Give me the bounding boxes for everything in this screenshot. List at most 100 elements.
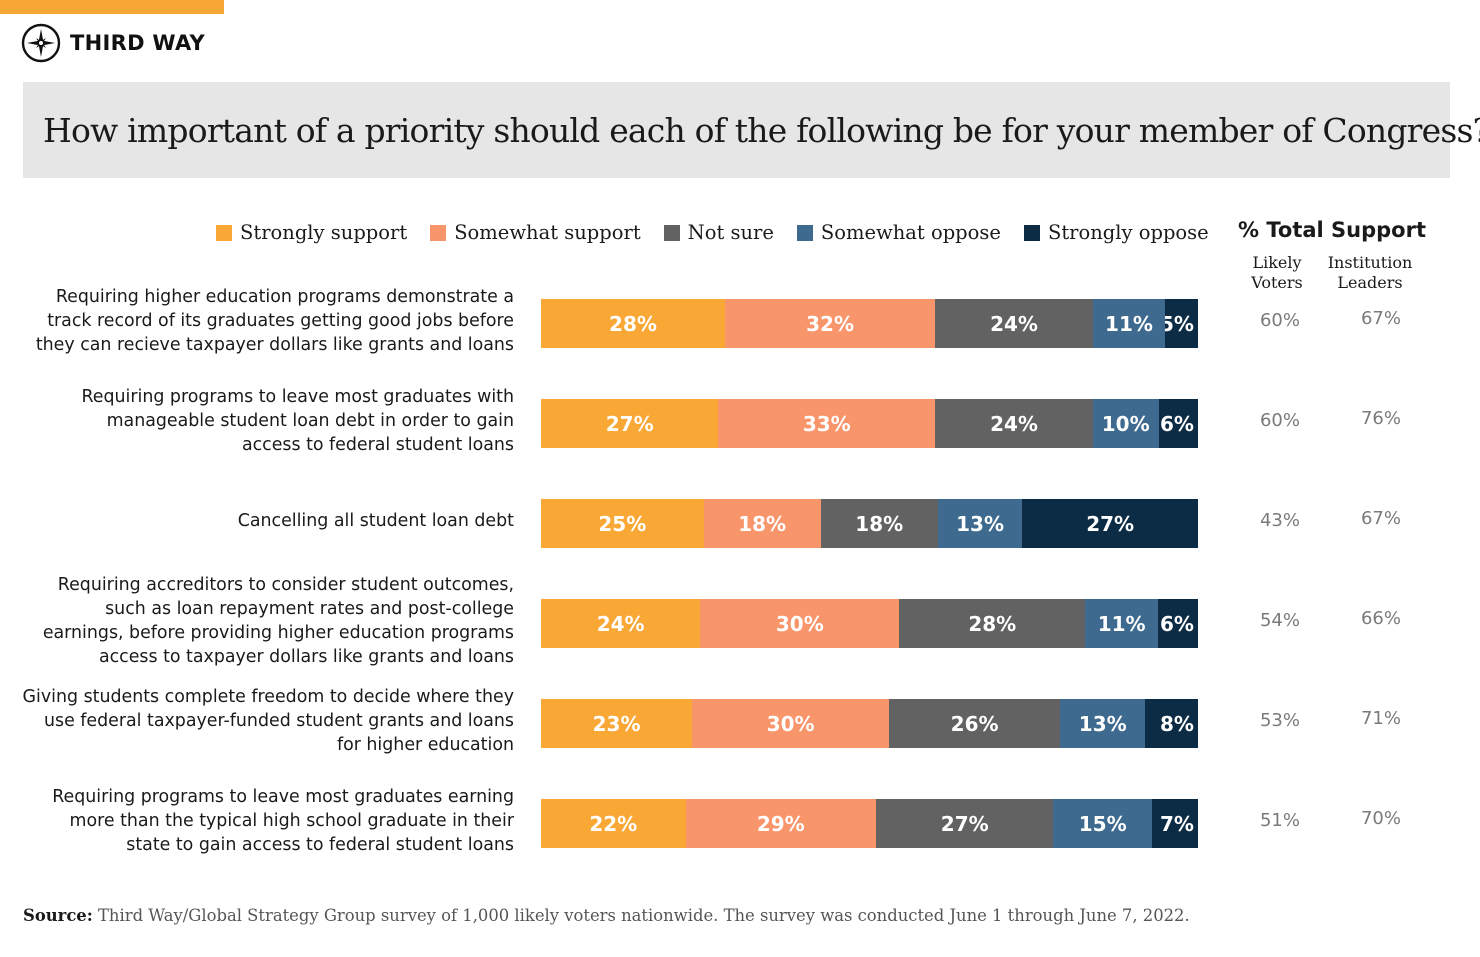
brand-name: THIRD WAY: [70, 31, 205, 55]
row-label-text: Cancelling all student loan debt: [237, 510, 514, 531]
data-label: 23%: [592, 711, 641, 736]
third-way-logo[interactable]: THIRD WAY: [21, 23, 205, 63]
data-label: 13%: [956, 511, 1004, 536]
bar-segment: 33%: [718, 399, 936, 448]
data-label: 28%: [609, 311, 657, 336]
row-label: Requiring programs to leave most graduat…: [20, 385, 514, 457]
bar-segment: 27%: [541, 399, 719, 448]
total-support-likely-voters: 60%: [1259, 409, 1300, 431]
bar-segment: 18%: [703, 499, 821, 548]
legend-item: Somewhat oppose: [796, 221, 1001, 244]
institution-leaders-column-header: Institution Leaders: [1327, 253, 1413, 292]
data-label: 32%: [806, 311, 854, 336]
source-label: Source:: [23, 906, 93, 925]
total-support-institution-leaders: 71%: [1360, 707, 1401, 729]
data-label: 27%: [940, 811, 989, 836]
brand-accent-bar: [0, 0, 224, 14]
bar-segment: 30%: [692, 699, 890, 748]
total-support-institution-leaders: 76%: [1360, 407, 1401, 429]
data-label: 25%: [598, 511, 647, 536]
row-label: Giving students complete freedom to deci…: [20, 685, 514, 757]
chart-title: How important of a priority should each …: [43, 110, 1480, 150]
bar-segment: 11%: [1085, 599, 1159, 648]
data-label: 27%: [1086, 511, 1135, 536]
bar-segment: 27%: [876, 799, 1054, 848]
data-label: 8%: [1160, 711, 1194, 736]
legend-swatch: [1023, 224, 1040, 241]
bar-segment: 24%: [935, 399, 1093, 448]
total-support-institution-leaders: 67%: [1360, 307, 1401, 329]
source-note: Source: Third Way/Global Strategy Group …: [23, 906, 1190, 925]
source-text: Third Way/Global Strategy Group survey o…: [98, 906, 1190, 925]
legend-item: Strongly support: [216, 221, 407, 244]
row-label: Requiring higher education programs demo…: [20, 285, 514, 357]
bar-segment: 5%: [1165, 299, 1198, 348]
data-label: 13%: [1078, 711, 1127, 736]
bar-segment: 32%: [724, 299, 936, 348]
row-label-text: Requiring programs to leave most graduat…: [81, 386, 514, 455]
data-label: 26%: [950, 711, 999, 736]
data-label: 18%: [855, 511, 904, 536]
data-label: 24%: [990, 411, 1038, 436]
data-label: 27%: [605, 411, 654, 436]
compass-logo-icon: [21, 23, 61, 63]
legend-label: Strongly oppose: [1047, 221, 1209, 244]
total-support-likely-voters: 51%: [1259, 809, 1300, 831]
legend-swatch: [663, 224, 680, 241]
row-label: Requiring accreditors to consider studen…: [20, 573, 514, 669]
bar-segment: 11%: [1092, 299, 1166, 348]
legend-label: Not sure: [687, 221, 774, 244]
stacked-bar: 27% 33% 24% 10% 6%: [541, 399, 1198, 448]
data-label: 7%: [1159, 811, 1194, 836]
bar-segment: 24%: [541, 599, 701, 648]
total-support-institution-leaders: 66%: [1360, 607, 1401, 629]
total-support-heading: % Total Support: [1238, 218, 1426, 242]
data-label: 30%: [775, 611, 824, 636]
stacked-bar: 24% 30% 28% 11% 6%: [541, 599, 1198, 648]
data-label: 10%: [1101, 411, 1150, 436]
data-label: 11%: [1097, 611, 1146, 636]
total-support-likely-voters: 54%: [1259, 609, 1300, 631]
data-label: 6%: [1160, 611, 1194, 636]
data-label: 22%: [589, 811, 638, 836]
stacked-bar: 23% 30% 26% 13% 8%: [541, 699, 1198, 748]
total-support-likely-voters: 53%: [1259, 709, 1300, 731]
data-label: 24%: [596, 611, 645, 636]
bar-segment: 29%: [685, 799, 877, 848]
row-label: Cancelling all student loan debt: [20, 509, 514, 533]
legend-item: Somewhat support: [430, 221, 641, 244]
row-label: Requiring programs to leave most graduat…: [20, 785, 514, 857]
data-label: 11%: [1105, 311, 1153, 336]
chart-legend: Strongly support Somewhat support Not sure…: [216, 221, 1232, 244]
legend-label: Somewhat support: [454, 221, 641, 244]
data-label: 29%: [756, 811, 805, 836]
data-label: 28%: [968, 611, 1017, 636]
bar-segment: 25%: [541, 499, 704, 548]
chart-title-banner: How important of a priority should each …: [23, 82, 1480, 178]
bar-segment: 18%: [820, 499, 938, 548]
data-label: 5%: [1165, 311, 1194, 336]
stacked-bar: 22% 29% 27% 15% 7%: [541, 799, 1198, 848]
data-label: 18%: [738, 511, 787, 536]
bar-segment: 13%: [1060, 699, 1146, 748]
row-label-text: Requiring programs to leave most graduat…: [52, 786, 514, 855]
bar-segment: 28%: [541, 299, 725, 348]
data-label: 24%: [990, 311, 1038, 336]
bar-segment: 22%: [541, 799, 686, 848]
stacked-bar: 28% 32% 24% 11% 5%: [541, 299, 1198, 348]
total-support-likely-voters: 60%: [1259, 309, 1300, 331]
bar-segment: 13%: [937, 499, 1023, 548]
likely-voters-column-header: Likely Voters: [1251, 253, 1303, 292]
data-label: 30%: [766, 711, 815, 736]
total-support-institution-leaders: 70%: [1360, 807, 1401, 829]
legend-swatch: [430, 224, 447, 241]
row-label-text: Giving students complete freedom to deci…: [22, 686, 514, 755]
bar-segment: 10%: [1092, 399, 1159, 448]
bar-segment: 26%: [889, 699, 1061, 748]
stacked-bar: 25% 18% 18% 13% 27%: [541, 499, 1198, 548]
bar-segment: 24%: [935, 299, 1093, 348]
legend-swatch: [796, 224, 813, 241]
data-label: 33%: [802, 411, 851, 436]
total-support-institution-leaders: 67%: [1360, 507, 1401, 529]
